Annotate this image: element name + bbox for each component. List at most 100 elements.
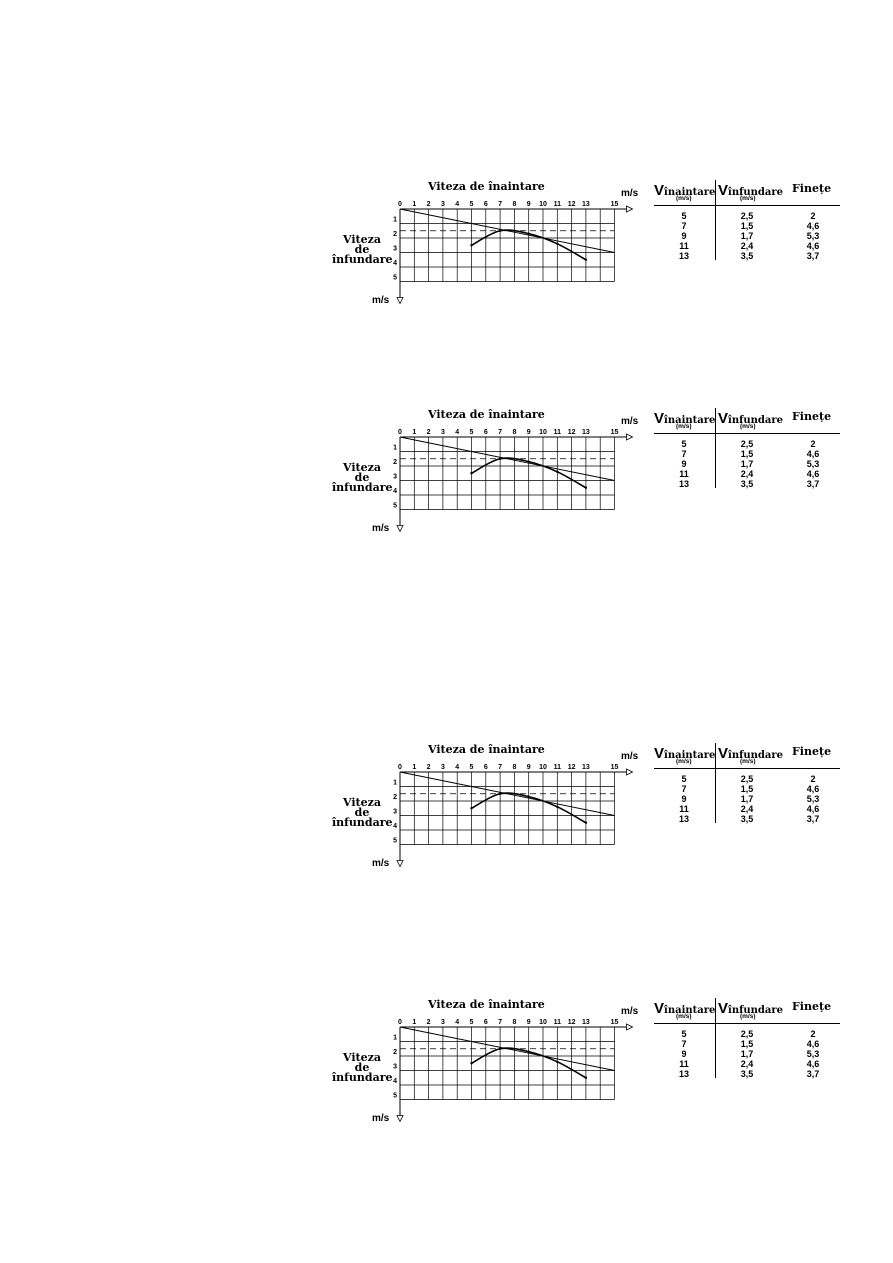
x-tick-label: 7 xyxy=(498,1019,502,1026)
cell: 3,5 xyxy=(740,251,754,261)
cell: 11 xyxy=(679,469,689,479)
cell: 1,5 xyxy=(740,1039,754,1049)
x-tick-label: 10 xyxy=(539,764,547,771)
cell: 9 xyxy=(681,231,687,241)
header-unit: (m/s) xyxy=(676,195,692,202)
x-axis-arrow-icon xyxy=(626,205,634,213)
header-rule xyxy=(654,1023,840,1024)
cell: 13 xyxy=(678,1069,689,1079)
cell: 13 xyxy=(678,814,689,824)
header-name: înaintare xyxy=(664,415,716,426)
chart-title: Viteza de înaintare xyxy=(428,408,545,421)
x-tick-label: 4 xyxy=(455,429,459,436)
x-tick-label: 2 xyxy=(427,1019,431,1026)
table-row: 13 3,5 3,7 xyxy=(654,251,840,261)
x-tick-label: 9 xyxy=(527,201,531,208)
data-point xyxy=(556,1060,559,1063)
cell: 2,4 xyxy=(740,241,754,251)
y-tick-label: 1 xyxy=(393,1035,397,1042)
header-name: înaintare xyxy=(664,187,716,198)
x-tick-label: 9 xyxy=(527,764,531,771)
cell: 2,4 xyxy=(740,469,754,479)
table-row: 5 2,5 2 xyxy=(654,774,840,784)
header-name: înaintare xyxy=(664,1005,716,1016)
y-label-line: Viteza xyxy=(343,1051,381,1064)
polar-chart-panel: Viteza de înaintare m/s Viteza de înfund… xyxy=(328,998,848,1148)
header-unit: (m/s) xyxy=(740,423,756,430)
table-row: 13 3,5 3,7 xyxy=(654,479,840,489)
x-tick-label: 15 xyxy=(611,1019,619,1026)
header-rule xyxy=(654,768,840,769)
y-tick-label: 4 xyxy=(393,260,397,267)
data-point xyxy=(584,258,588,261)
cell: 4,6 xyxy=(806,469,820,479)
cell: 1,5 xyxy=(740,449,754,459)
x-tick-label: 10 xyxy=(539,201,547,208)
table-row: 7 1,5 4,6 xyxy=(654,1039,840,1049)
y-axis-arrow-icon xyxy=(396,525,404,533)
x-tick-label: 13 xyxy=(582,1019,590,1026)
cell: 2,5 xyxy=(740,211,754,221)
x-tick-label: 1 xyxy=(412,201,416,208)
header-finete: Finețe xyxy=(792,745,832,758)
cell: 4,6 xyxy=(806,804,820,814)
y-label-line: înfundare xyxy=(332,1071,393,1084)
x-tick-label: 6 xyxy=(484,1019,488,1026)
x-unit-label: m/s xyxy=(621,751,639,762)
y-label-line: de xyxy=(354,471,370,484)
header-name: înfundare xyxy=(728,750,784,761)
cell: 3,7 xyxy=(806,479,820,489)
header-v-letter: V xyxy=(718,410,729,427)
header-v-inaintare: Vînaintare xyxy=(654,743,715,762)
x-tick-label: 0 xyxy=(398,764,402,771)
x-tick-label: 6 xyxy=(484,429,488,436)
x-tick-label: 13 xyxy=(582,201,590,208)
y-unit-label: m/s xyxy=(372,523,390,534)
x-tick-label: 2 xyxy=(427,201,431,208)
x-tick-label: 11 xyxy=(554,764,562,771)
x-tick-label: 11 xyxy=(554,1019,562,1026)
y-axis-arrow-icon xyxy=(396,1115,404,1123)
chart-title: Viteza de înaintare xyxy=(428,180,545,193)
header-v-inaintare: Vînaintare xyxy=(654,180,715,199)
header-name: înfundare xyxy=(728,415,784,426)
table-row: 5 2,5 2 xyxy=(654,439,840,449)
x-tick-label: 13 xyxy=(582,764,590,771)
header-v-letter: V xyxy=(718,182,729,199)
table-row: 7 1,5 4,6 xyxy=(654,784,840,794)
table-row: 7 1,5 4,6 xyxy=(654,449,840,459)
cell: 3,7 xyxy=(806,814,820,824)
header-v-letter: V xyxy=(654,1000,665,1017)
header-rule xyxy=(654,205,840,206)
table-row: 9 1,7 5,3 xyxy=(654,794,840,804)
x-tick-label: 0 xyxy=(398,1019,402,1026)
y-axis-label: Viteza de înfundare xyxy=(332,234,393,265)
data-point xyxy=(584,486,588,489)
x-tick-label: 1 xyxy=(412,764,416,771)
cell: 13 xyxy=(678,251,689,261)
x-tick-label: 11 xyxy=(554,201,562,208)
cell: 11 xyxy=(679,241,689,251)
header-v-letter: V xyxy=(718,1000,729,1017)
x-tick-label: 5 xyxy=(470,1019,474,1026)
y-tick-label: 2 xyxy=(393,459,397,466)
y-label-line: de xyxy=(354,1061,370,1074)
header-v-inaintare: Vînaintare xyxy=(654,998,715,1017)
cell: 9 xyxy=(681,1049,687,1059)
x-axis-arrow-icon xyxy=(626,433,634,441)
x-tick-label: 1 xyxy=(412,429,416,436)
x-tick-label: 4 xyxy=(455,1019,459,1026)
x-tick-label: 3 xyxy=(441,201,445,208)
cell: 11 xyxy=(679,1059,689,1069)
cell: 7 xyxy=(681,784,687,794)
table-row: 13 3,5 3,7 xyxy=(654,814,840,824)
header-v-infundare: Vînfundare xyxy=(718,998,783,1017)
cell: 1,7 xyxy=(740,794,754,804)
cell: 2,4 xyxy=(740,804,754,814)
cell: 5,3 xyxy=(806,231,820,241)
y-tick-label: 1 xyxy=(393,217,397,224)
x-tick-label: 7 xyxy=(498,764,502,771)
y-unit-label: m/s xyxy=(372,1113,390,1124)
